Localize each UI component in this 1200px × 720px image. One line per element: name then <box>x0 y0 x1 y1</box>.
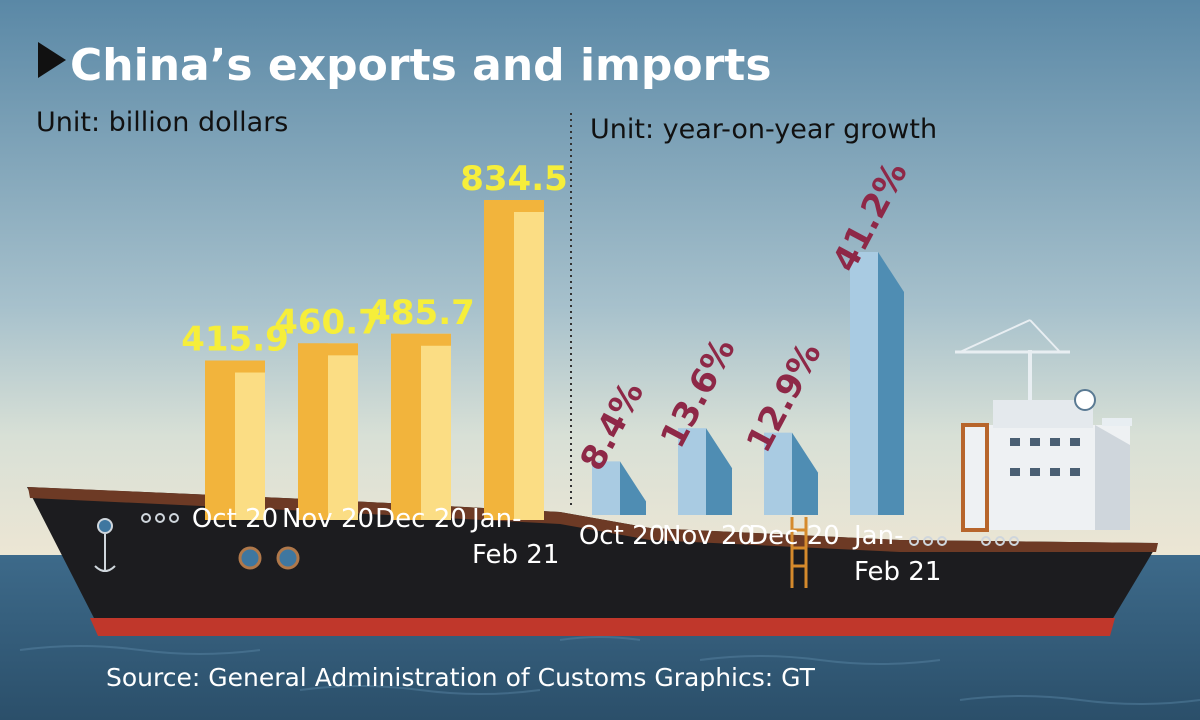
export-bar-cap-2 <box>298 343 358 356</box>
growth-category-label-1: Oct 20 <box>579 521 665 551</box>
export-bar-3 <box>419 333 451 520</box>
export-bar-1 <box>233 360 265 520</box>
export-category-label-4-1: Jan- <box>470 504 521 534</box>
export-import-value-bars: 415.9 Oct 20 460.7 Nov 20 485.7 Dec 20 834.5 Ja… <box>181 159 568 570</box>
growth-bar-side-4 <box>878 252 904 515</box>
export-bar-shade-3 <box>391 333 421 520</box>
growth-bar-side-1 <box>620 461 646 515</box>
growth-bar-1 <box>592 461 620 515</box>
export-category-label-4-2: Feb 21 <box>472 540 559 570</box>
export-bar-shade-1 <box>205 360 235 520</box>
growth-bar-side-3 <box>792 432 818 515</box>
export-value-label-4: 834.5 <box>460 159 568 199</box>
export-bar-cap-1 <box>205 360 265 373</box>
export-category-label-3: Dec 20 <box>375 504 467 534</box>
export-bar-cap-4 <box>484 200 544 212</box>
source-note: Source: General Administration of Custom… <box>106 663 816 692</box>
ship-portholes <box>238 546 300 570</box>
growth-category-label-4-2: Feb 21 <box>854 557 941 587</box>
export-value-label-2: 460.7 <box>274 302 382 342</box>
export-bar-2 <box>326 343 358 520</box>
export-bar-shade-2 <box>298 343 328 520</box>
anchor-icon <box>94 518 116 572</box>
export-bar-4 <box>512 200 544 520</box>
growth-category-label-4-1: Jan- <box>852 521 903 551</box>
left-unit-label: Unit: billion dollars <box>36 107 288 138</box>
export-bar-shade-4 <box>484 200 514 520</box>
growth-bar-2 <box>678 428 706 515</box>
growth-category-label-3: Dec 20 <box>748 521 840 551</box>
chart-title: China’s exports and imports <box>70 40 772 91</box>
ship-waterline <box>90 618 1115 636</box>
export-value-label-1: 415.9 <box>181 320 289 360</box>
growth-bar-4 <box>850 252 878 515</box>
growth-bar-side-2 <box>706 428 732 515</box>
export-category-label-1: Oct 20 <box>192 504 278 534</box>
growth-category-label-2: Nov 20 <box>662 521 754 551</box>
growth-bar-3 <box>764 432 792 515</box>
ladder-icon <box>790 517 808 588</box>
ship-superstructure <box>955 319 1132 532</box>
export-bar-cap-3 <box>391 333 451 346</box>
right-unit-label: Unit: year-on-year growth <box>590 114 937 145</box>
ship-rivets <box>141 513 1019 546</box>
ship-hull <box>27 487 1158 620</box>
title-play-icon <box>38 42 66 78</box>
export-category-label-2: Nov 20 <box>282 504 374 534</box>
export-value-label-3: 485.7 <box>367 293 475 333</box>
water-ripples <box>19 636 1200 705</box>
